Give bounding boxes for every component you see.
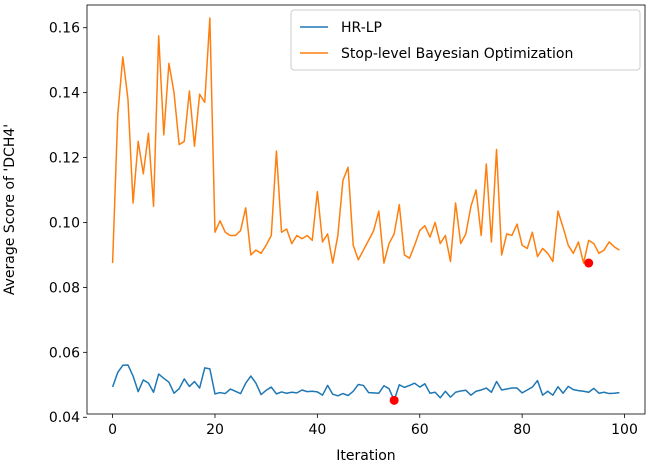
series-layer — [111, 17, 620, 402]
legend: HR-LP Stop-level Bayesian Optimization — [290, 9, 641, 71]
x-tick-label: 80 — [513, 422, 531, 438]
series-line-stop-level-bo — [111, 17, 620, 264]
x-axis-ticks: 0 20 40 60 80 100 — [108, 414, 638, 438]
y-tick-label: 0.16 — [49, 21, 80, 37]
y-tick-label: 0.10 — [49, 215, 80, 231]
y-tick-label: 0.04 — [49, 410, 80, 426]
marker-layer — [389, 258, 594, 405]
x-tick-label: 100 — [611, 422, 638, 438]
x-tick-label: 40 — [308, 422, 326, 438]
legend-label: Stop-level Bayesian Optimization — [341, 46, 573, 62]
y-tick-label: 0.14 — [49, 86, 80, 102]
y-axis-ticks: 0.04 0.06 0.08 0.10 0.12 0.14 0.16 — [49, 21, 87, 426]
y-tick-label: 0.12 — [49, 151, 80, 167]
x-tick-label: 0 — [108, 422, 117, 438]
series-line-hr-lp — [111, 364, 620, 402]
legend-box — [290, 9, 641, 71]
x-axis-label: Iteration — [336, 448, 395, 464]
y-tick-label: 0.08 — [49, 280, 80, 296]
x-tick-label: 20 — [206, 422, 224, 438]
best-point-marker — [389, 395, 399, 405]
y-axis-label: Average Score of 'DCH4' — [2, 124, 18, 295]
best-point-marker — [584, 258, 594, 268]
axes-frame — [86, 4, 646, 415]
x-tick-label: 60 — [411, 422, 429, 438]
y-tick-label: 0.06 — [49, 345, 80, 361]
legend-label: HR-LP — [341, 20, 382, 36]
